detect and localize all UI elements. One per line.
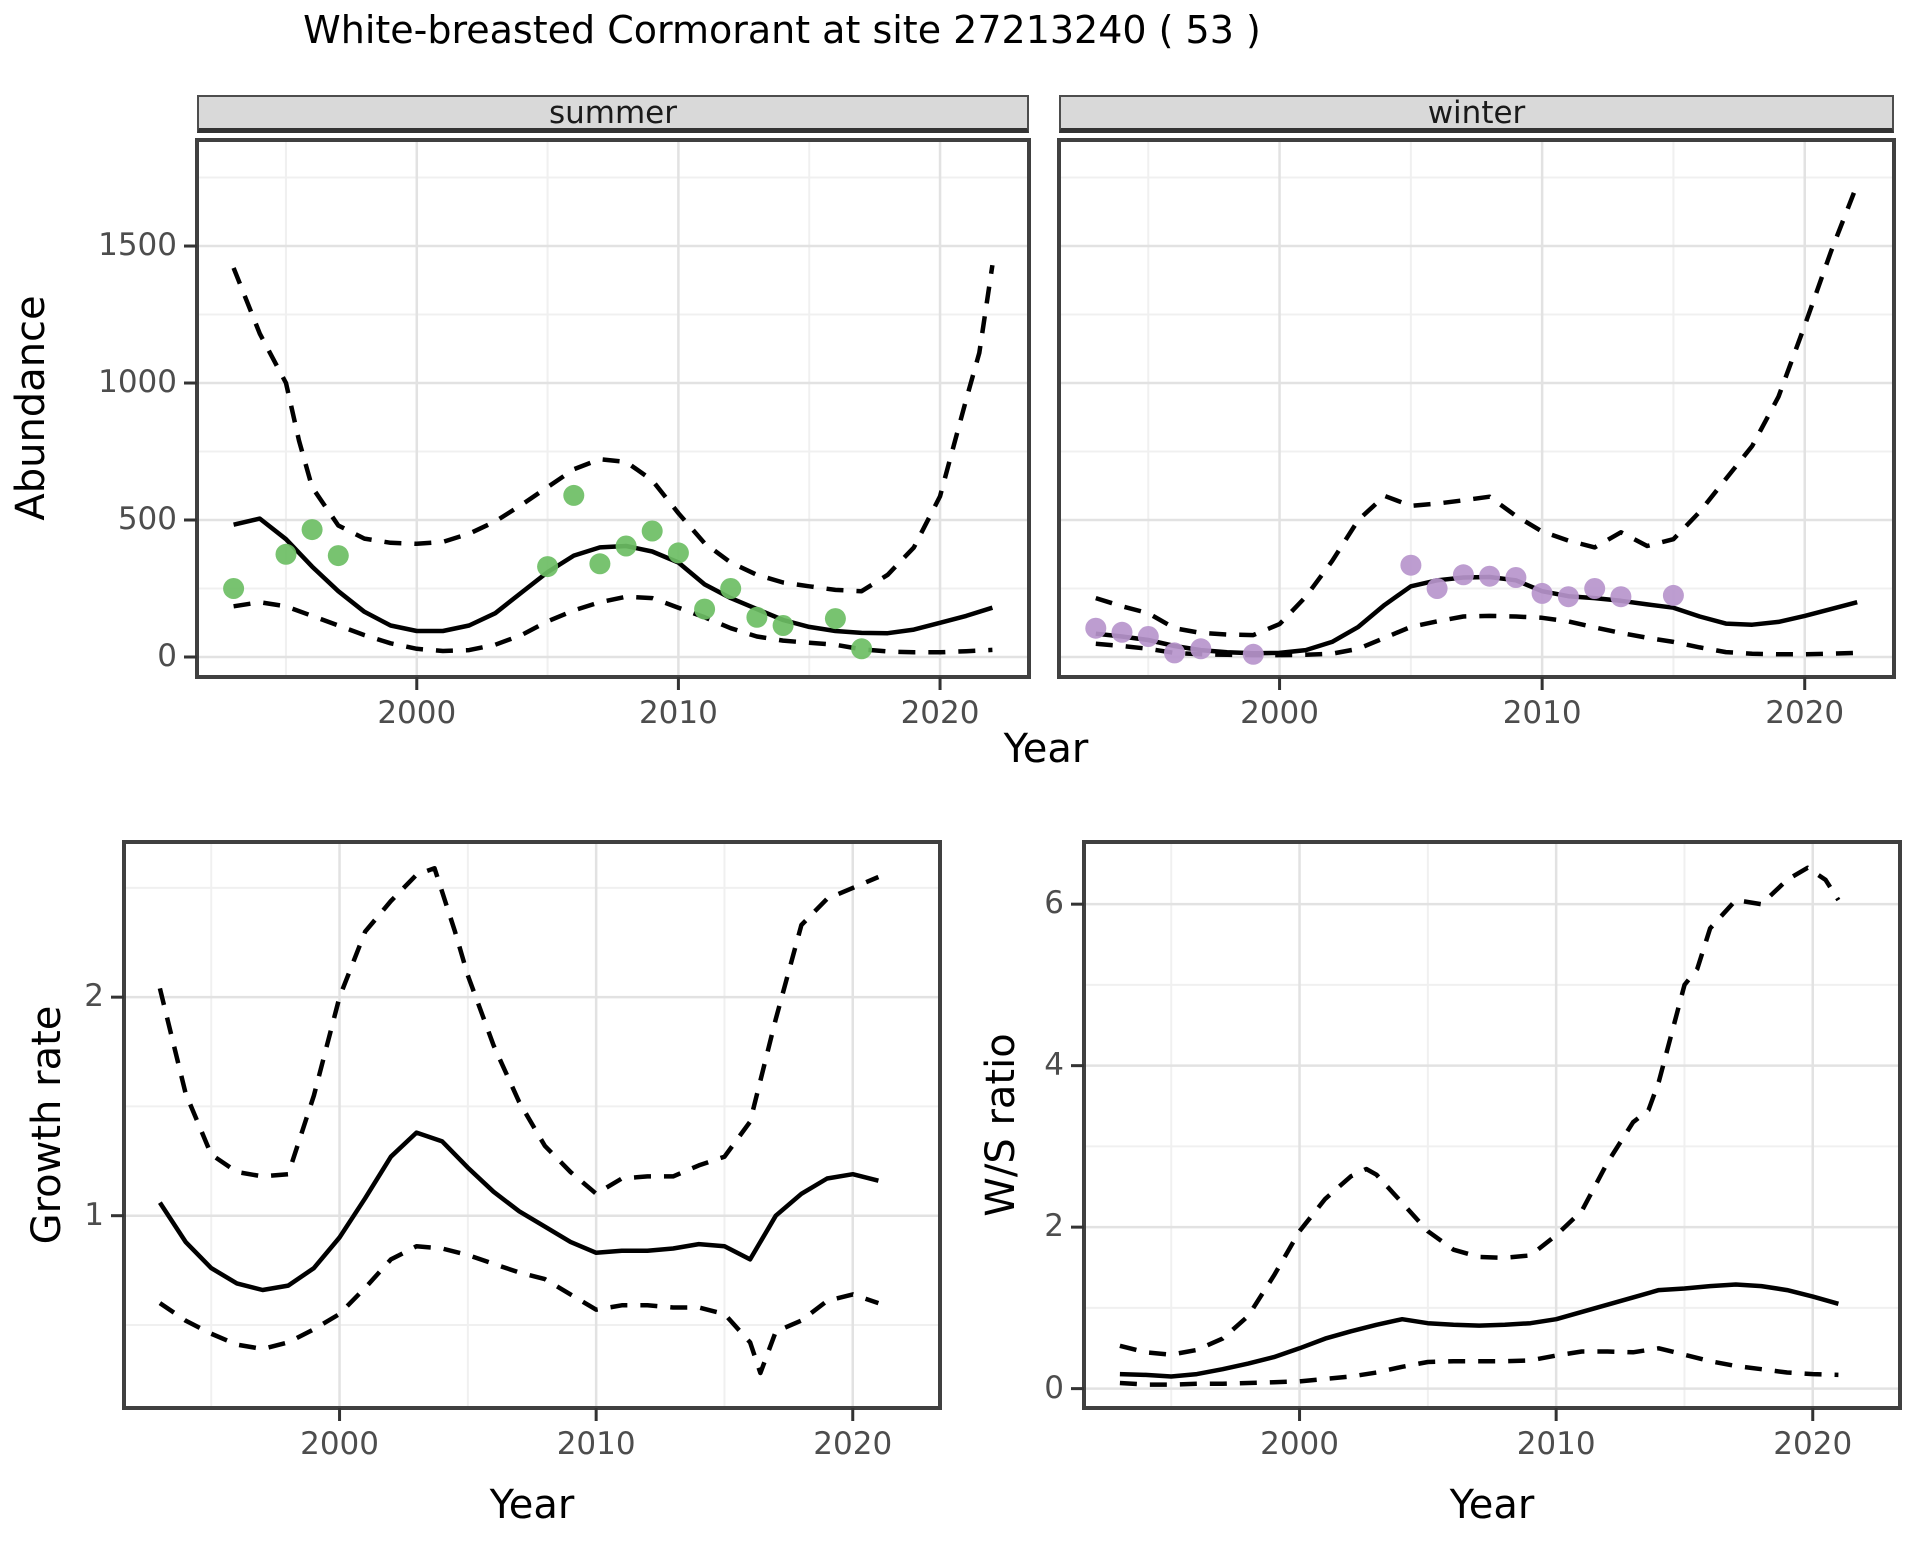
facet-strip-summer: summer: [197, 95, 1029, 133]
panel-border: [1082, 840, 1902, 1410]
year-axis-title-growth: Year: [489, 1482, 575, 1528]
x-tick-label: 2020: [1773, 1426, 1853, 1462]
x-tick-label: 2020: [900, 695, 980, 731]
observed-points: [772, 615, 794, 636]
growth-rate-plot: [111, 840, 942, 1421]
observed-points: [1505, 567, 1527, 588]
summer-abundance-plot: [184, 138, 1031, 690]
upper-credible-line: [157, 865, 880, 1197]
observed-points: [223, 578, 245, 599]
observed-points: [615, 535, 637, 557]
lower-credible-line: [1119, 1346, 1839, 1387]
y-tick-label: 1000: [98, 364, 177, 401]
observed-points: [1242, 643, 1264, 665]
observed-points: [851, 638, 873, 660]
fitted-median-line: [158, 1130, 879, 1293]
observed-points: [301, 519, 323, 541]
y-tick-label: 0: [1044, 1369, 1064, 1406]
observed-points: [1111, 621, 1133, 643]
x-tick-label: 2020: [813, 1426, 893, 1462]
observed-points: [641, 520, 663, 542]
observed-points: [1610, 586, 1632, 608]
x-tick-label: 2000: [1260, 1426, 1339, 1462]
observed-points: [1662, 584, 1684, 606]
y-tick-label: 500: [117, 501, 177, 537]
observed-points: [1085, 617, 1107, 639]
ws-ratio-plot: [1071, 840, 1902, 1421]
y-tick-label: 1500: [98, 227, 177, 264]
panel-border: [195, 138, 1031, 679]
lower-credible-line: [233, 594, 993, 655]
observed-points: [563, 484, 585, 506]
observed-points: [1557, 586, 1579, 608]
observed-points: [327, 545, 349, 567]
x-tick-label: 2010: [638, 695, 718, 731]
lower-credible-line: [1095, 613, 1858, 658]
x-tick-label: 2000: [1240, 695, 1320, 731]
x-tick-label: 2010: [1516, 1426, 1596, 1462]
observed-points: [537, 556, 559, 578]
x-tick-label: 2010: [1502, 695, 1582, 731]
observed-points: [1531, 582, 1553, 604]
y-tick-label: 2: [84, 978, 104, 1015]
x-tick-label: 2000: [300, 1426, 379, 1462]
winter-abundance-plot: [1057, 138, 1896, 690]
x-tick-label: 2020: [1765, 695, 1845, 731]
abundance-axis-title: Abundance: [8, 295, 54, 521]
observed-points: [667, 542, 689, 564]
lower-credible-line: [158, 1244, 880, 1376]
observed-points: [824, 608, 846, 630]
observed-points: [694, 598, 716, 620]
observed-points: [1584, 578, 1606, 599]
fitted-median-line: [233, 516, 994, 636]
observed-points: [1400, 554, 1422, 576]
observed-points: [746, 606, 768, 628]
facet-strip-winter-label: winter: [1427, 94, 1526, 131]
observed-points: [720, 578, 742, 599]
growth-rate-axis-title: Growth rate: [24, 1005, 70, 1245]
y-tick-label: 4: [1044, 1046, 1064, 1083]
upper-credible-line: [1119, 865, 1841, 1357]
x-tick-label: 2010: [556, 1426, 636, 1462]
x-tick-label: 2000: [377, 695, 457, 731]
year-axis-title-ws: Year: [1449, 1482, 1535, 1528]
panel-border: [1057, 138, 1896, 679]
facet-strip-summer-label: summer: [548, 94, 677, 131]
facet-strip-winter: winter: [1059, 95, 1894, 133]
observed-points: [1137, 626, 1159, 647]
upper-credible-line: [231, 264, 995, 594]
panel-border: [122, 840, 942, 1410]
observed-points: [1452, 564, 1474, 586]
upper-credible-line: [1095, 183, 1860, 638]
chart-title: White-breasted Cormorant at site 2721324…: [303, 8, 1261, 52]
observed-points: [589, 553, 611, 575]
fitted-median-line: [1095, 574, 1858, 656]
observed-points: [1164, 642, 1185, 664]
y-tick-label: 1: [84, 1196, 104, 1233]
observed-points: [275, 543, 297, 565]
observed-points: [1190, 638, 1212, 660]
y-tick-label: 0: [157, 637, 177, 674]
observed-points: [1479, 565, 1501, 587]
y-tick-label: 6: [1044, 885, 1064, 922]
year-axis-title-top: Year: [1003, 726, 1089, 772]
observed-points: [1426, 578, 1448, 599]
y-tick-label: 2: [1044, 1208, 1064, 1245]
fitted-median-line: [1119, 1282, 1840, 1379]
